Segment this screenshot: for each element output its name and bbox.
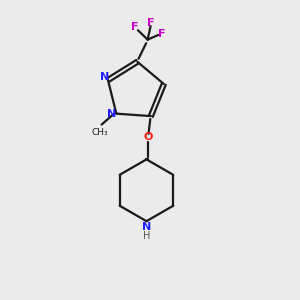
Text: CH₃: CH₃ <box>92 128 109 137</box>
Text: H: H <box>143 231 150 241</box>
Text: F: F <box>158 29 166 39</box>
Text: O: O <box>143 132 153 142</box>
Text: F: F <box>147 18 155 28</box>
Text: N: N <box>142 222 151 232</box>
Text: N: N <box>100 71 109 82</box>
Text: N: N <box>107 109 116 119</box>
Text: F: F <box>130 22 138 32</box>
